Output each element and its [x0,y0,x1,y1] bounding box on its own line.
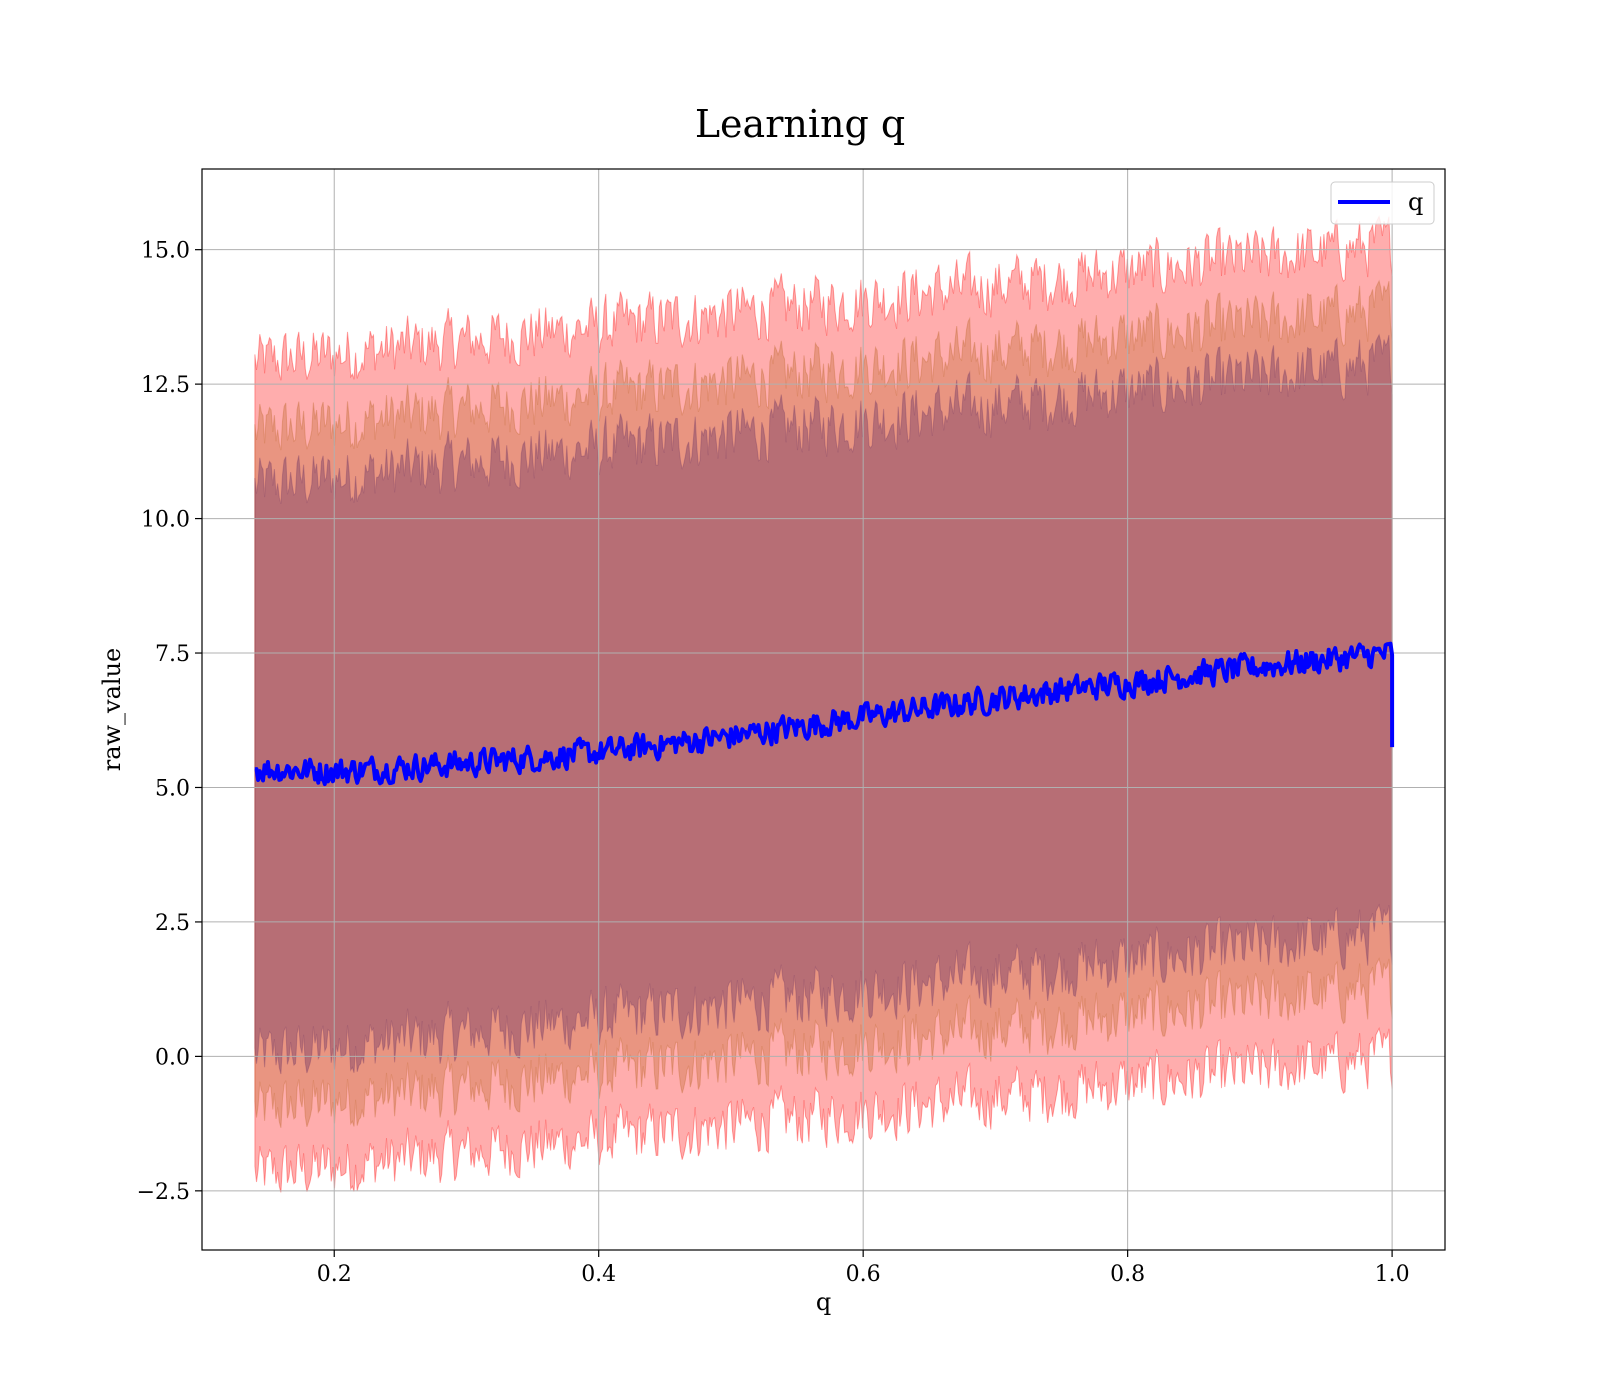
legend-label-q: q [1408,188,1423,216]
y-tick-label-5: 10.0 [141,508,190,533]
series-layer [254,641,1395,787]
y-tick-label-3: 5.0 [155,776,190,801]
y-axis-label: raw_value [98,648,126,772]
legend: q [1330,181,1435,225]
x-tick-label-2: 0.6 [846,1262,881,1287]
chart-title: Learning q [694,102,906,146]
x-tick-label-0: 0.2 [317,1262,352,1287]
y-tick-label-4: 7.5 [155,642,190,667]
y-tick-layer: −2.5 0.0 2.5 5.0 7.5 10.0 12.5 15.0 [137,239,202,1205]
x-tick-label-4: 1.0 [1375,1262,1410,1287]
series-line-q [254,641,1395,787]
x-tick-layer: 0.2 0.4 0.6 0.8 1.0 [317,1250,1410,1287]
x-axis-label: q [816,1288,831,1316]
y-tick-label-1: 0.0 [155,1045,190,1070]
y-tick-label-2: 2.5 [155,911,190,936]
y-tick-label-6: 12.5 [141,373,190,398]
plot-frame [201,168,1446,1251]
band-layer [254,214,1393,1193]
y-tick-label-0: −2.5 [137,1180,190,1205]
x-tick-label-3: 0.8 [1110,1262,1145,1287]
x-tick-label-1: 0.4 [581,1262,616,1287]
y-tick-label-7: 15.0 [141,239,190,264]
